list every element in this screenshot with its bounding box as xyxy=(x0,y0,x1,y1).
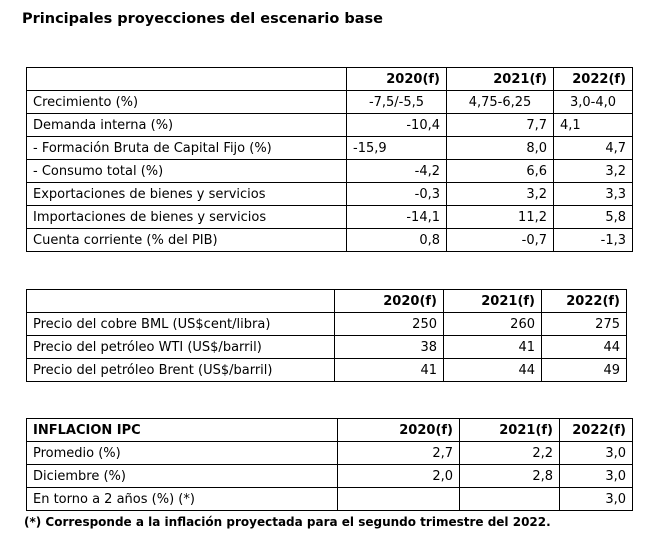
table-row: Crecimiento (%) -7,5/-5,5 4,75-6,25 3,0-4,0 xyxy=(26,90,633,114)
column-header: 2022(f) xyxy=(541,289,627,313)
value-cell: 41 xyxy=(334,358,444,382)
value-cell: 4,7 xyxy=(553,136,633,160)
value-cell: 260 xyxy=(443,312,542,336)
value-cell: 2,0 xyxy=(337,464,460,488)
row-label: Demanda interna (%) xyxy=(26,113,347,137)
value-cell: 3,0 xyxy=(559,487,633,511)
row-label: Crecimiento (%) xyxy=(26,90,347,114)
table-row: Precio del cobre BML (US$cent/libra) 250 2… xyxy=(26,312,627,336)
inflation-table: INFLACION IPC 2020(f) 2021(f) 2022(f) Promed… xyxy=(26,418,633,511)
value-cell: 6,6 xyxy=(446,159,554,183)
column-header: 2022(f) xyxy=(559,418,633,442)
row-label: Diciembre (%) xyxy=(26,464,338,488)
value-cell: 44 xyxy=(541,335,627,359)
table-header-row: 2020(f) 2021(f) 2022(f) xyxy=(26,67,633,91)
table-row: Precio del petróleo Brent (US$/barril) 41… xyxy=(26,358,627,382)
value-cell: 3,0 xyxy=(559,464,633,488)
row-header-label: INFLACION IPC xyxy=(26,418,338,442)
value-cell: 3,2 xyxy=(553,159,633,183)
table-header-row: INFLACION IPC 2020(f) 2021(f) 2022(f) xyxy=(26,418,633,442)
column-header: 2021(f) xyxy=(459,418,560,442)
value-cell: 44 xyxy=(443,358,542,382)
row-label: Precio del cobre BML (US$cent/libra) xyxy=(26,312,335,336)
column-header: 2020(f) xyxy=(346,67,447,91)
value-cell: -7,5/-5,5 xyxy=(346,90,447,114)
value-cell: 49 xyxy=(541,358,627,382)
column-header: 2020(f) xyxy=(334,289,444,313)
value-cell: -10,4 xyxy=(346,113,447,137)
table-row: - Formación Bruta de Capital Fijo (%) -15… xyxy=(26,136,633,160)
value-cell: -15,9 xyxy=(346,136,447,160)
row-label: Promedio (%) xyxy=(26,441,338,465)
value-cell: 2,8 xyxy=(459,464,560,488)
row-label: Importaciones de bienes y servicios xyxy=(26,205,347,229)
table-row: - Consumo total (%) -4,2 6,6 3,2 xyxy=(26,159,633,183)
value-cell: 8,0 xyxy=(446,136,554,160)
column-header: 2022(f) xyxy=(553,67,633,91)
value-cell: 0,8 xyxy=(346,228,447,252)
value-cell: 7,7 xyxy=(446,113,554,137)
value-cell: 5,8 xyxy=(553,205,633,229)
column-header: 2021(f) xyxy=(443,289,542,313)
macro-projections-table: 2020(f) 2021(f) 2022(f) Crecimiento (%) -7,5… xyxy=(26,67,633,252)
value-cell: -0,7 xyxy=(446,228,554,252)
value-cell: -0,3 xyxy=(346,182,447,206)
table-row: Cuenta corriente (% del PIB) 0,8 -0,7 -1,3 xyxy=(26,228,633,252)
value-cell: 3,0-4,0 xyxy=(553,90,633,114)
table-row: En torno a 2 años (%) (*) 3,0 xyxy=(26,487,633,511)
table-row: Importaciones de bienes y servicios -14,1… xyxy=(26,205,633,229)
table-row: Promedio (%) 2,7 2,2 3,0 xyxy=(26,441,633,465)
row-label: - Consumo total (%) xyxy=(26,159,347,183)
row-header-label xyxy=(26,289,335,313)
value-cell xyxy=(459,487,560,511)
value-cell: 38 xyxy=(334,335,444,359)
row-label: Precio del petróleo WTI (US$/barril) xyxy=(26,335,335,359)
footnote: (*) Corresponde a la inflación proyectad… xyxy=(24,515,551,529)
value-cell xyxy=(337,487,460,511)
table-header-row: 2020(f) 2021(f) 2022(f) xyxy=(26,289,627,313)
value-cell: -4,2 xyxy=(346,159,447,183)
value-cell: 250 xyxy=(334,312,444,336)
column-header: 2020(f) xyxy=(337,418,460,442)
table-row: Demanda interna (%) -10,4 7,7 4,1 xyxy=(26,113,633,137)
page-title: Principales proyecciones del escenario b… xyxy=(22,11,384,27)
table-row: Diciembre (%) 2,0 2,8 3,0 xyxy=(26,464,633,488)
row-header-label xyxy=(26,67,347,91)
value-cell: 275 xyxy=(541,312,627,336)
value-cell: -1,3 xyxy=(553,228,633,252)
value-cell: 4,75-6,25 xyxy=(446,90,554,114)
value-cell: -14,1 xyxy=(346,205,447,229)
row-label: Cuenta corriente (% del PIB) xyxy=(26,228,347,252)
row-label: En torno a 2 años (%) (*) xyxy=(26,487,338,511)
commodity-prices-table: 2020(f) 2021(f) 2022(f) Precio del cobre BM… xyxy=(26,289,627,382)
value-cell: 2,2 xyxy=(459,441,560,465)
value-cell: 41 xyxy=(443,335,542,359)
table-row: Precio del petróleo WTI (US$/barril) 38 41… xyxy=(26,335,627,359)
table-row: Exportaciones de bienes y servicios -0,3 3… xyxy=(26,182,633,206)
row-label: Exportaciones de bienes y servicios xyxy=(26,182,347,206)
column-header: 2021(f) xyxy=(446,67,554,91)
value-cell: 3,0 xyxy=(559,441,633,465)
value-cell: 3,2 xyxy=(446,182,554,206)
row-label: Precio del petróleo Brent (US$/barril) xyxy=(26,358,335,382)
row-label: - Formación Bruta de Capital Fijo (%) xyxy=(26,136,347,160)
value-cell: 2,7 xyxy=(337,441,460,465)
value-cell: 4,1 xyxy=(553,113,633,137)
value-cell: 3,3 xyxy=(553,182,633,206)
value-cell: 11,2 xyxy=(446,205,554,229)
